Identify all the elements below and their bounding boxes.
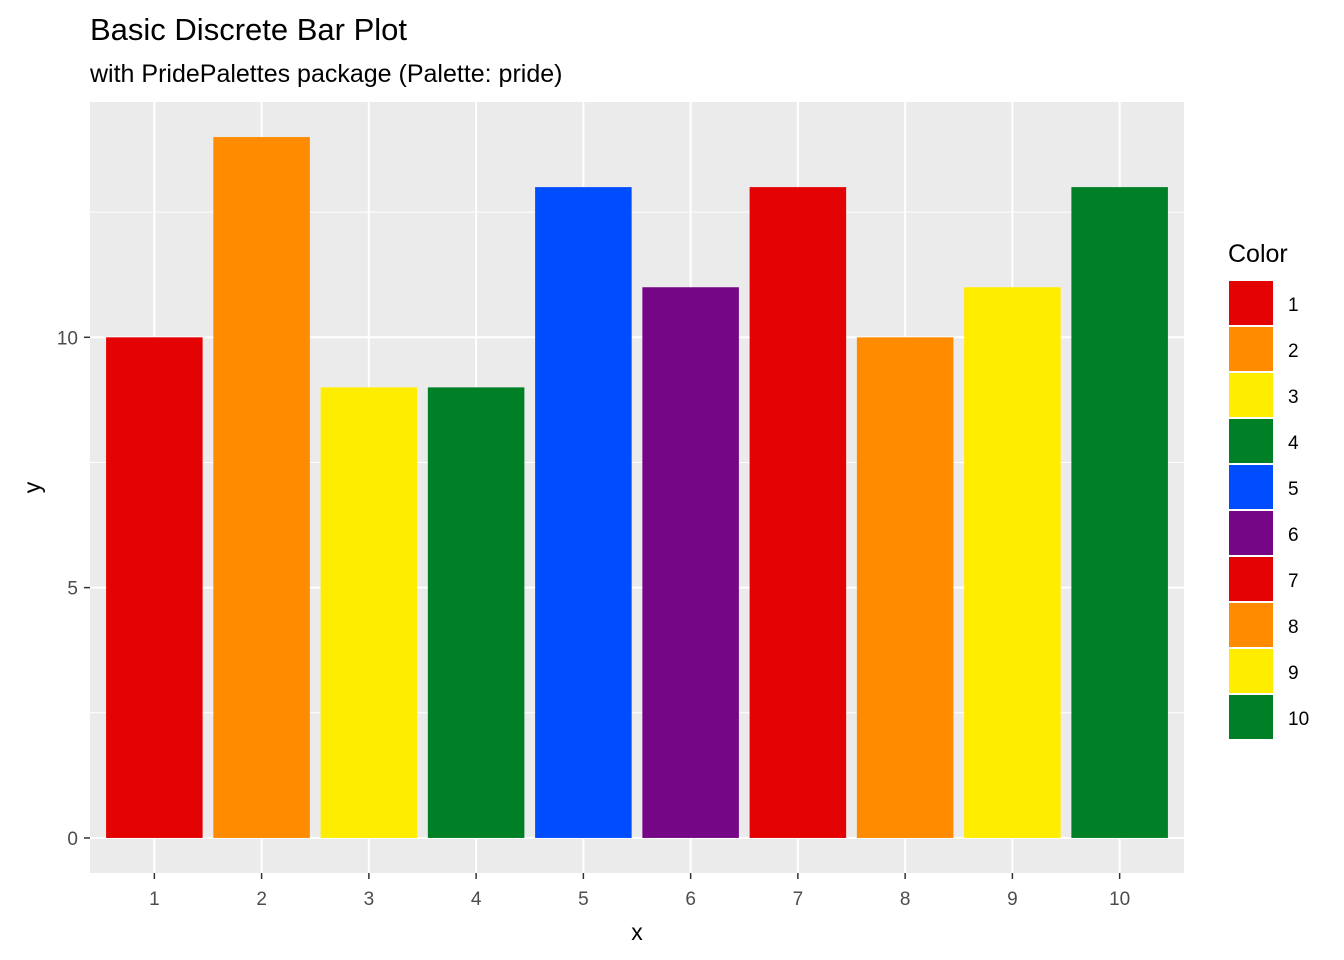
x-tick-label: 7 [793,889,804,910]
x-tick-label: 10 [1109,889,1130,910]
x-tick-label: 6 [685,889,696,910]
bar [1071,187,1168,838]
bar [535,187,632,838]
x-tick-label: 2 [256,889,267,910]
x-tick-label: 8 [900,889,911,910]
x-tick-label: 5 [578,889,589,910]
bar [106,337,203,838]
legend-label: 10 [1288,709,1309,730]
x-tick-label: 4 [471,889,482,910]
y-tick-label: 5 [67,579,78,600]
legend-title: Color [1228,240,1288,268]
legend-label: 9 [1288,663,1299,684]
legend-label: 4 [1288,433,1299,454]
legend-key [1229,281,1273,325]
x-tick-label: 3 [364,889,375,910]
bar [964,287,1061,838]
legend-key [1229,695,1273,739]
y-tick-label: 10 [57,328,78,349]
legend-label: 8 [1288,617,1299,638]
legend-key [1229,603,1273,647]
x-axis: 1 2 3 4 5 6 7 8 9 10 [149,873,1130,910]
legend-key [1229,557,1273,601]
legend-label: 7 [1288,571,1299,592]
x-tick-label: 9 [1007,889,1018,910]
legend-key [1229,511,1273,555]
x-tick-label: 1 [149,889,160,910]
y-axis: 0 5 10 [57,328,90,850]
legend-label: 2 [1288,341,1299,362]
bar [320,387,418,838]
bar [642,287,739,838]
bars-group [106,137,1168,838]
legend-label: 1 [1288,295,1299,316]
legend-label: 6 [1288,525,1299,546]
x-axis-title: x [631,919,643,945]
bar [856,337,954,838]
chart-title: Basic Discrete Bar Plot [90,12,407,47]
bar [213,137,310,838]
y-tick-label: 0 [67,829,78,850]
chart-subtitle: with PridePalettes package (Palette: pri… [90,60,563,88]
legend-key [1229,419,1273,463]
bar [749,187,847,838]
bar [427,387,525,838]
legend-label: 5 [1288,479,1299,500]
legend-key [1229,327,1273,371]
legend-key [1229,465,1273,509]
legend-key [1229,373,1273,417]
legend-items: 1 2 3 4 5 6 7 8 9 10 [1229,281,1309,739]
legend-key [1229,649,1273,693]
legend-label: 3 [1288,387,1299,408]
y-axis-title: y [19,481,45,493]
legend: Color 1 2 3 4 5 6 7 8 9 10 [1228,240,1309,739]
